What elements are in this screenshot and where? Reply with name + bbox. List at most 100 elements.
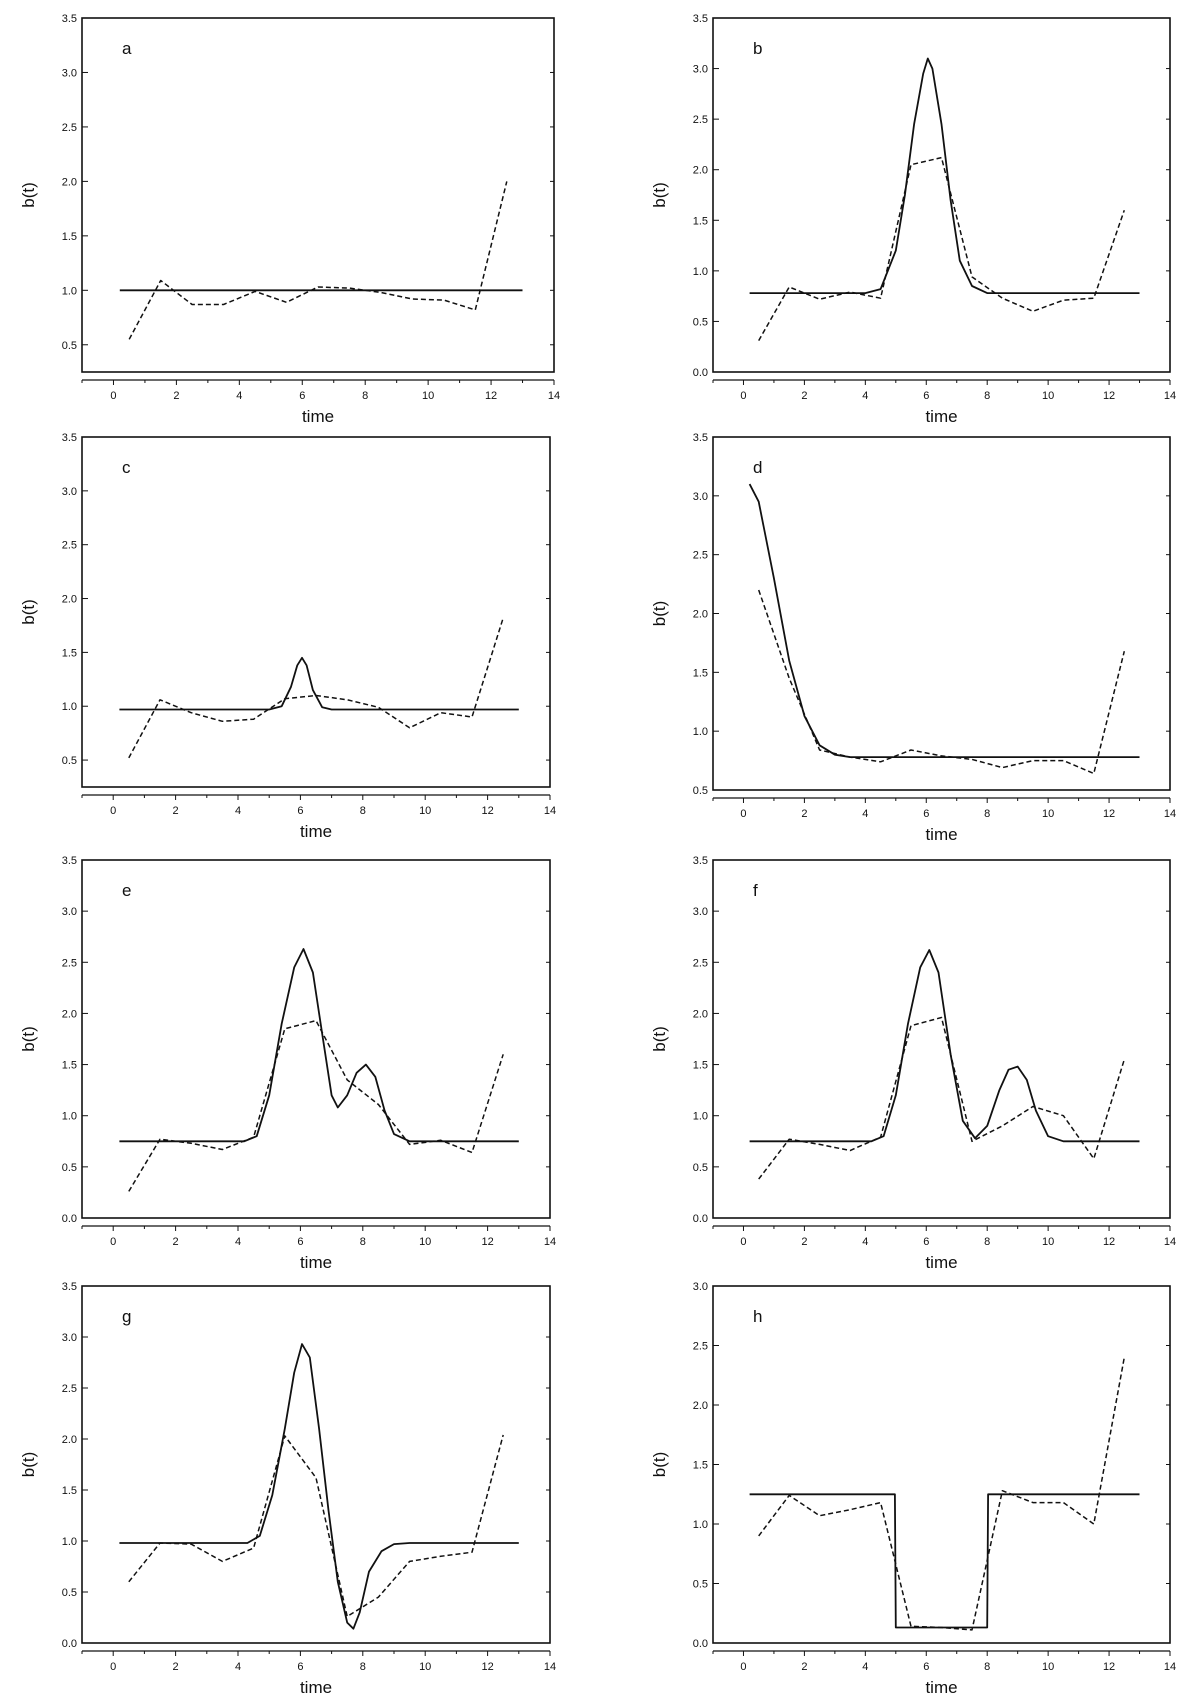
y-tick-label: 2.5	[693, 114, 708, 126]
y-tick-label: 3.0	[693, 906, 708, 918]
x-tick-label: 2	[173, 1661, 179, 1673]
x-tick-label: 12	[481, 805, 493, 817]
panel-label: h	[753, 1307, 762, 1326]
y-tick-label: 2.0	[693, 165, 708, 177]
y-axis-label: b(t)	[19, 1452, 38, 1478]
y-tick-label: 3.0	[62, 486, 77, 498]
x-axis-label: time	[925, 1678, 957, 1697]
y-tick-label: 0.5	[62, 1587, 77, 1599]
y-tick-label: 0.0	[693, 1638, 708, 1650]
y-axis-label: b(t)	[19, 182, 38, 208]
x-axis-label: time	[300, 1678, 332, 1697]
x-tick-label: 10	[1042, 390, 1054, 402]
x-tick-label: 6	[299, 390, 305, 402]
y-tick-label: 0.5	[693, 1579, 708, 1591]
y-tick-label: 1.0	[693, 1111, 708, 1123]
x-axis-label: time	[302, 407, 334, 426]
chart-panel-c: 0 2 4 6 8 10 12 14 0.5 1.0 1.5 2.0 2.5 3.0 3.5 time b(t)…	[19, 432, 556, 841]
x-tick-label: 10	[1042, 1661, 1054, 1673]
x-tick-label: 14	[544, 805, 556, 817]
chart-panel-h: 0 2 4 6 8 10 12 14 0.0 0.5 1.0 1.5 2.0 2.5 3.0 time b(t)…	[650, 1281, 1176, 1697]
x-tick-label: 10	[1042, 808, 1054, 820]
y-tick-label: 0.5	[693, 316, 708, 328]
y-tick-label: 0.5	[693, 785, 708, 797]
y-tick-label: 1.5	[62, 1485, 77, 1497]
y-tick-label: 1.5	[693, 667, 708, 679]
x-tick-label: 8	[360, 805, 366, 817]
x-tick-label: 8	[984, 808, 990, 820]
x-tick-label: 10	[419, 1236, 431, 1248]
y-tick-label: 0.5	[693, 1162, 708, 1174]
y-tick-label: 0.5	[62, 1162, 77, 1174]
panel-label: c	[122, 458, 131, 477]
x-tick-label: 6	[923, 390, 929, 402]
y-tick-label: 1.0	[62, 701, 77, 713]
y-axis-label: b(t)	[650, 1026, 669, 1052]
y-tick-label: 3.5	[693, 13, 708, 25]
y-tick-label: 2.5	[62, 1383, 77, 1395]
y-tick-label: 1.0	[62, 285, 77, 297]
estimated-series-line	[757, 589, 1126, 775]
y-tick-label: 2.0	[693, 1400, 708, 1412]
true-series-line	[748, 483, 1140, 758]
plot-frame	[712, 17, 1171, 373]
estimated-series-line	[758, 1357, 1126, 1631]
y-tick-label: 3.5	[62, 855, 77, 867]
x-tick-label: 8	[362, 390, 368, 402]
chart-panel-f: 0 2 4 6 8 10 12 14 0.0 0.5 1.0 1.5 2.0 2.5 3.0 3.5 time b…	[650, 855, 1176, 1272]
plot-frame	[712, 436, 1171, 791]
x-tick-label: 2	[801, 390, 807, 402]
y-tick-label: 3.5	[62, 432, 77, 444]
x-tick-label: 10	[419, 805, 431, 817]
y-axis-label: b(t)	[19, 1026, 38, 1052]
panel-label: a	[122, 39, 132, 58]
x-tick-label: 0	[110, 390, 116, 402]
x-tick-label: 8	[984, 1661, 990, 1673]
y-tick-label: 1.5	[693, 1460, 708, 1472]
y-tick-label: 1.5	[62, 647, 77, 659]
x-tick-label: 2	[173, 1236, 179, 1248]
y-tick-label: 2.5	[693, 1341, 708, 1353]
x-tick-label: 0	[110, 1236, 116, 1248]
y-tick-label: 0.0	[693, 367, 708, 379]
x-tick-label: 2	[801, 1661, 807, 1673]
x-tick-label: 14	[544, 1236, 556, 1248]
x-tick-label: 4	[862, 390, 868, 402]
x-tick-label: 12	[485, 390, 497, 402]
y-tick-label: 2.0	[62, 1008, 77, 1020]
y-tick-label: 2.5	[693, 957, 708, 969]
y-tick-label: 3.0	[62, 67, 77, 79]
y-tick-label: 2.0	[693, 1008, 708, 1020]
y-tick-label: 2.5	[62, 540, 77, 552]
x-tick-label: 0	[740, 1236, 746, 1248]
x-tick-label: 2	[173, 390, 179, 402]
y-tick-label: 1.0	[693, 1519, 708, 1531]
x-tick-label: 14	[544, 1661, 556, 1673]
y-tick-label: 3.0	[62, 1332, 77, 1344]
estimated-series-line	[758, 1016, 1126, 1180]
x-tick-label: 4	[235, 1661, 241, 1673]
y-tick-label: 3.0	[693, 491, 708, 503]
chart-panel-b: 0 2 4 6 8 10 12 14 0.0 0.5 1.0 1.5 2.0 2.5 3.0 3.5 time b…	[650, 13, 1176, 426]
estimated-series-line	[128, 1434, 504, 1618]
true-series-line	[119, 948, 519, 1143]
plot-frame	[81, 17, 555, 373]
chart-panel-e: 0 2 4 6 8 10 12 14 0.0 0.5 1.0 1.5 2.0 2.5 3.0 3.5 time b…	[19, 855, 556, 1272]
x-tick-label: 6	[923, 808, 929, 820]
x-tick-label: 8	[360, 1661, 366, 1673]
x-tick-label: 12	[1103, 1236, 1115, 1248]
y-axis-label: b(t)	[650, 1452, 669, 1478]
x-tick-label: 10	[422, 390, 434, 402]
x-tick-label: 12	[1103, 390, 1115, 402]
x-tick-label: 6	[297, 1661, 303, 1673]
x-tick-label: 8	[360, 1236, 366, 1248]
x-tick-label: 4	[862, 1661, 868, 1673]
y-tick-label: 0.0	[62, 1638, 77, 1650]
y-tick-label: 1.0	[62, 1536, 77, 1548]
x-tick-label: 14	[1164, 1236, 1176, 1248]
x-tick-label: 14	[1164, 808, 1176, 820]
estimated-series-line	[128, 181, 508, 340]
x-tick-label: 12	[481, 1661, 493, 1673]
x-tick-label: 4	[862, 808, 868, 820]
